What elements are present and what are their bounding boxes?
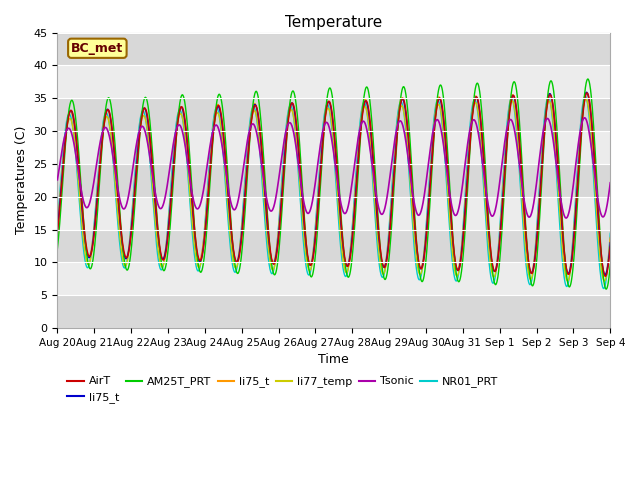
X-axis label: Time: Time: [319, 353, 349, 366]
Bar: [58, 65, 611, 98]
Bar: [58, 131, 611, 164]
Bar: [58, 229, 611, 263]
Bar: [58, 98, 611, 131]
Legend: AirT, li75_t, AM25T_PRT, li75_t, li77_temp, Tsonic, NR01_PRT: AirT, li75_t, AM25T_PRT, li75_t, li77_te…: [63, 372, 502, 408]
Bar: [58, 197, 611, 229]
Bar: [58, 164, 611, 197]
Text: BC_met: BC_met: [71, 42, 124, 55]
Y-axis label: Temperatures (C): Temperatures (C): [15, 126, 28, 235]
Bar: [58, 295, 611, 328]
Bar: [58, 263, 611, 295]
Bar: [58, 33, 611, 65]
Title: Temperature: Temperature: [285, 15, 383, 30]
